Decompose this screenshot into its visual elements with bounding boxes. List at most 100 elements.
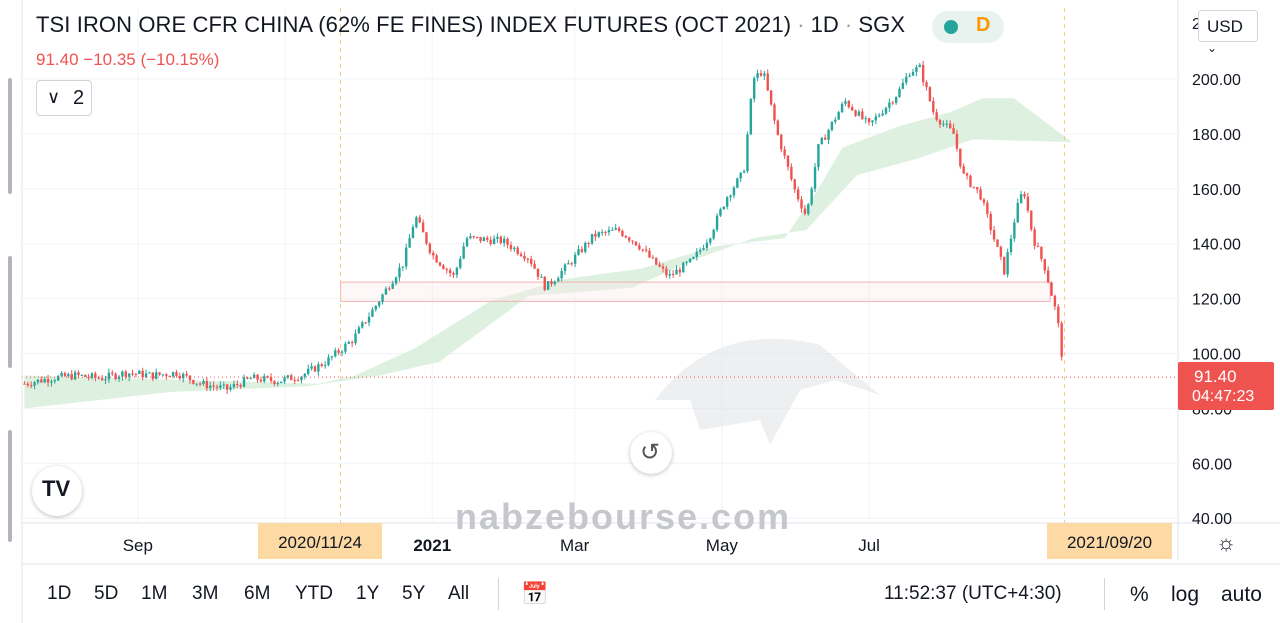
- candle-body: [928, 87, 932, 102]
- range-5d-button[interactable]: 5D: [94, 583, 119, 604]
- auto-scale-toggle[interactable]: auto: [1221, 583, 1262, 606]
- candle-body: [114, 373, 117, 379]
- settings-gear-icon[interactable]: ☼: [1216, 530, 1237, 555]
- candle-body: [753, 78, 756, 99]
- candle-body: [729, 195, 732, 198]
- indicators-collapse-button[interactable]: ∨ 2: [36, 80, 92, 116]
- candle-body: [100, 378, 104, 381]
- candle-body: [688, 258, 692, 263]
- candle-body: [509, 244, 513, 250]
- candle-body: [725, 197, 729, 207]
- candle-body: [428, 243, 432, 253]
- range-1y-button[interactable]: 1Y: [356, 583, 380, 604]
- range-6m-button[interactable]: 6M: [244, 583, 271, 604]
- candle-body: [965, 173, 969, 176]
- candle-body: [807, 204, 810, 214]
- candle-body: [185, 373, 188, 376]
- candle-body: [810, 188, 813, 205]
- candle-body: [269, 377, 273, 381]
- date-range-calendar-icon[interactable]: 📅: [521, 581, 549, 606]
- left-scroll-handle-top[interactable]: [8, 78, 12, 194]
- range-all-button[interactable]: All: [448, 583, 470, 604]
- candle-body: [817, 144, 820, 168]
- candle-body: [1019, 194, 1023, 203]
- candle-body: [621, 230, 624, 236]
- range-3m-button[interactable]: 3M: [192, 583, 219, 604]
- candle-body: [600, 231, 604, 233]
- candle-body: [651, 257, 655, 259]
- candle-body: [330, 356, 334, 358]
- candle-body: [408, 238, 411, 248]
- candle-body: [871, 120, 874, 123]
- candle-body: [682, 262, 685, 273]
- candle-body: [982, 199, 986, 203]
- candle-body: [212, 385, 215, 387]
- candle-body: [486, 237, 489, 240]
- left-scroll-handle-mid[interactable]: [8, 256, 12, 368]
- candle-body: [401, 266, 405, 268]
- range-5y-button[interactable]: 5Y: [402, 583, 426, 604]
- range-1m-button[interactable]: 1M: [141, 583, 168, 604]
- candle-body: [310, 366, 313, 369]
- percent-scale-toggle[interactable]: %: [1130, 583, 1149, 606]
- candle-body: [307, 368, 310, 374]
- range-ytd-button[interactable]: YTD: [295, 583, 333, 604]
- candle-body: [151, 372, 155, 379]
- candle-body: [1013, 222, 1016, 239]
- candle-body: [763, 73, 766, 76]
- last-price-label: 91.40 04:47:23: [1178, 362, 1274, 410]
- candle-body: [215, 386, 219, 388]
- candle-body: [489, 239, 492, 245]
- candle-body: [543, 276, 546, 290]
- candle-body: [594, 233, 597, 237]
- candle-body: [655, 257, 658, 265]
- candle-body: [178, 375, 182, 379]
- candle-body: [323, 365, 327, 367]
- timezone-clock[interactable]: 11:52:37 (UTC+4:30): [884, 583, 1062, 604]
- candle-body: [219, 385, 222, 388]
- candle-body: [823, 137, 827, 140]
- candle-body: [198, 383, 202, 385]
- candle-body: [560, 270, 563, 279]
- candle-body: [661, 266, 665, 269]
- currency-select[interactable]: USD ⌄: [1198, 10, 1258, 55]
- candle-body: [850, 107, 854, 111]
- candle-body: [482, 237, 486, 242]
- tradingview-logo-icon[interactable]: TV: [32, 466, 82, 516]
- candle-body: [182, 373, 185, 379]
- candle-body: [26, 383, 29, 386]
- candle-body: [631, 240, 634, 242]
- market-status-pill[interactable]: [932, 11, 1004, 43]
- candle-body: [1026, 196, 1030, 211]
- candle-body: [499, 236, 503, 244]
- candle-body: [1016, 202, 1019, 223]
- left-scroll-handle-bottom[interactable]: [8, 430, 12, 542]
- candle-body: [127, 373, 131, 377]
- candle-body: [945, 123, 948, 125]
- candle-body: [239, 385, 242, 387]
- candle-body: [742, 171, 746, 173]
- reset-chart-icon[interactable]: ↺: [630, 432, 672, 474]
- candle-body: [533, 263, 536, 269]
- candle-body: [540, 276, 543, 278]
- candle-body: [732, 187, 736, 196]
- range-1d-button[interactable]: 1D: [47, 583, 72, 604]
- log-scale-toggle[interactable]: log: [1171, 583, 1200, 606]
- candle-body: [286, 375, 290, 378]
- candle-body: [901, 82, 905, 89]
- candle-body: [665, 268, 668, 276]
- candle-body: [628, 237, 631, 241]
- candle-body: [692, 256, 695, 259]
- candle-body: [553, 281, 557, 285]
- candle-body: [249, 378, 252, 380]
- candle-body: [624, 235, 628, 238]
- candle-body: [1046, 270, 1050, 283]
- candle-body: [23, 383, 26, 385]
- candle-body: [668, 273, 671, 276]
- candle-body: [932, 101, 935, 113]
- candle-body: [63, 372, 67, 377]
- interval-label[interactable]: 1D: [810, 12, 839, 37]
- candle-body: [209, 385, 212, 389]
- candle-body: [1023, 194, 1026, 197]
- candle-body: [195, 383, 198, 385]
